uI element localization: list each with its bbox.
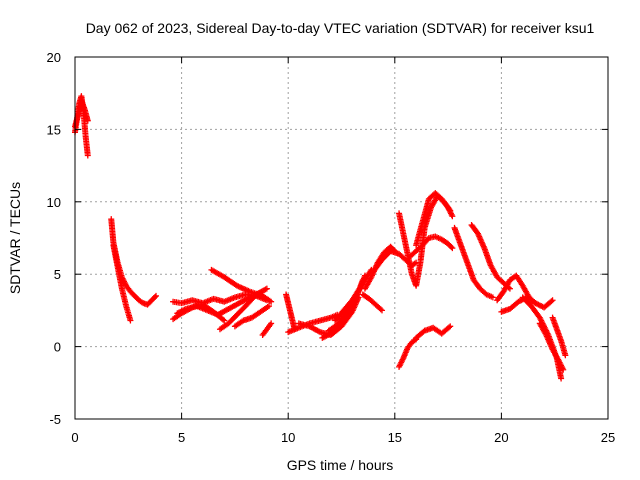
x-tick-label: 15 <box>388 430 402 445</box>
data-point-plus <box>489 294 496 301</box>
series-arc-09 <box>216 285 270 333</box>
data-point-plus <box>446 324 453 331</box>
y-tick-label: 0 <box>54 340 61 355</box>
series-arc-22 <box>413 190 456 249</box>
data-point-plus <box>153 292 160 299</box>
data-point-plus <box>560 366 567 373</box>
data-point-plus <box>558 375 565 382</box>
x-tick-label: 0 <box>71 430 78 445</box>
series-arc-02 <box>72 97 91 130</box>
x-tick-label: 10 <box>281 430 295 445</box>
series-arc-27 <box>468 221 513 292</box>
x-tick-label: 5 <box>178 430 185 445</box>
data-point-plus <box>379 307 386 314</box>
data-point-plus <box>549 297 556 304</box>
data-point-plus <box>263 285 270 292</box>
plot-frame <box>74 56 609 420</box>
data-point-plus <box>449 245 456 252</box>
y-tick-label: -5 <box>49 412 61 427</box>
series-arc-29 <box>498 294 556 315</box>
series-arc-11 <box>259 320 275 339</box>
data-point-plus <box>548 298 555 305</box>
x-tick-label: 20 <box>494 430 508 445</box>
data-point-plus <box>449 213 456 220</box>
data-point-plus <box>562 352 569 359</box>
data-point-plus <box>268 298 275 305</box>
data-point-plus <box>127 317 134 324</box>
series-arc-32 <box>549 314 569 359</box>
y-tick-label: 10 <box>47 195 61 210</box>
data-point-plus <box>268 320 275 327</box>
data-point-plus <box>187 305 194 312</box>
data-point-plus <box>447 323 454 330</box>
x-tick-label: 25 <box>601 430 615 445</box>
data-point-plus <box>151 294 158 301</box>
series-arc-24 <box>396 336 420 370</box>
data-marks <box>72 93 569 382</box>
series-arc-18 <box>359 291 386 314</box>
y-tick-label: 5 <box>54 267 61 282</box>
data-point-plus <box>84 152 91 159</box>
series-arc-04 <box>110 242 134 324</box>
chart-title: Day 062 of 2023, Sidereal Day-to-day VTE… <box>86 20 595 36</box>
series-arc-13 <box>285 311 341 336</box>
series-arc-31 <box>536 320 567 373</box>
series-arc-25 <box>413 323 454 341</box>
y-tick-label: 20 <box>47 50 61 65</box>
gridlines <box>75 57 608 419</box>
data-point-plus <box>266 303 273 310</box>
y-tick-label: 15 <box>47 122 61 137</box>
x-axis-label: GPS time / hours <box>287 457 394 473</box>
data-point-plus <box>448 244 455 251</box>
data-point-plus <box>220 316 227 323</box>
data-point-plus <box>377 306 384 313</box>
y-axis-label: SDTVAR / TECUs <box>7 182 23 294</box>
series-arc-07 <box>170 301 228 324</box>
axis-ticks: 0 5 10 15 20 25 -5 0 5 10 15 20 <box>47 50 616 445</box>
series-arc-23 <box>406 233 456 260</box>
series-arc-10 <box>231 303 273 330</box>
series-arc-26 <box>451 224 496 301</box>
data-point-plus <box>315 328 322 335</box>
data-point-plus <box>84 117 91 124</box>
data-point-plus <box>221 317 228 324</box>
data-point-plus <box>262 286 269 293</box>
